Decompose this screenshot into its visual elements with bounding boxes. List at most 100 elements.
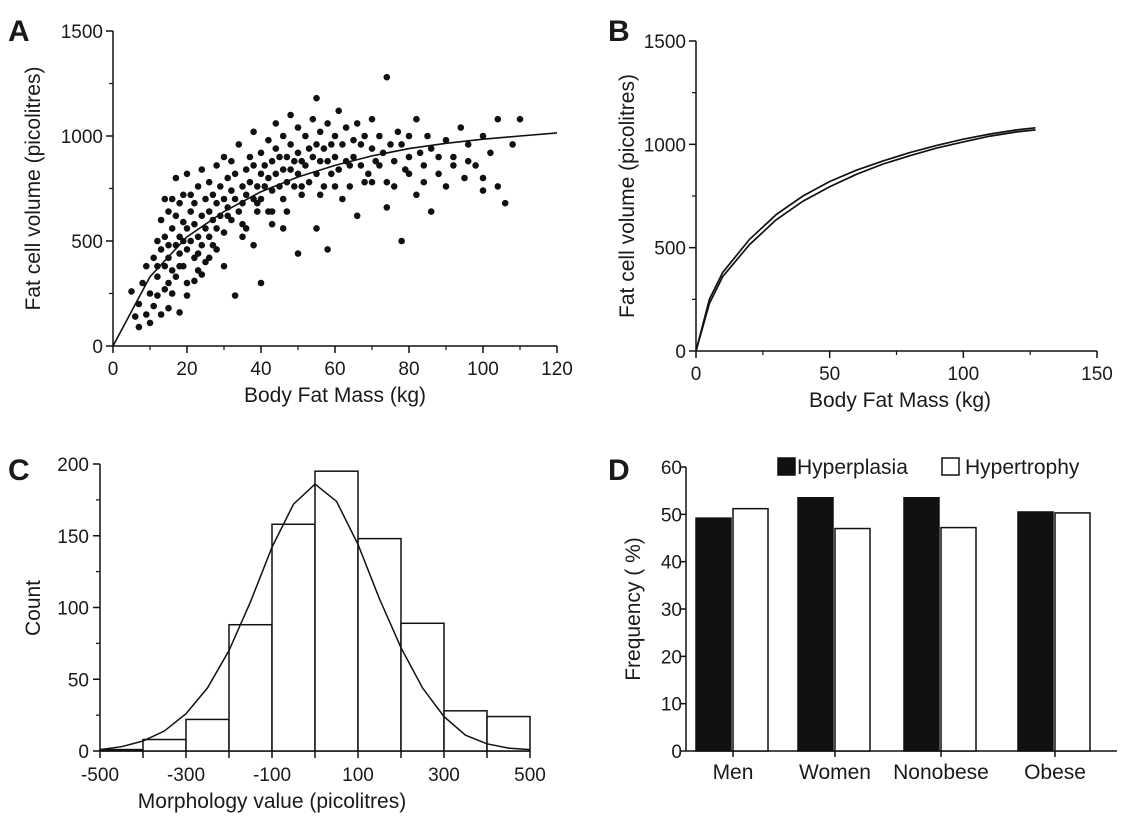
scatter-point [161, 195, 169, 203]
y-tick-label-a: 500 [71, 232, 103, 253]
histogram-bar [228, 623, 273, 752]
category-label-d: Women [799, 761, 871, 784]
scatter-point [242, 191, 250, 199]
scatter-point [191, 277, 198, 285]
series-line-b-1 [695, 126, 1036, 352]
scatter-point [265, 136, 272, 144]
y-axis-title-d: Frequency ( %) [622, 537, 645, 681]
scatter-point [331, 132, 339, 140]
scatter-point [242, 166, 250, 173]
scatter-point [457, 124, 465, 131]
scatter-point [324, 246, 331, 253]
y-tick-label-d: 50 [661, 505, 682, 526]
scatter-point [165, 241, 172, 249]
scatter-point [350, 136, 357, 144]
scatter-point [268, 220, 276, 228]
scatter-point [131, 313, 139, 320]
panel-letter-c: C [8, 454, 30, 487]
panel-d: D 0 10 20 30 40 50 60 Frequency ( %) Men Women Non… [608, 454, 1117, 784]
scatter-point [376, 132, 383, 140]
scatter-point [276, 153, 283, 161]
scatter-point [150, 254, 157, 262]
scatter-point [472, 162, 479, 169]
scatter-point [353, 120, 361, 127]
scatter-point [287, 111, 294, 119]
scatter-point [368, 115, 376, 123]
scatter-point [464, 141, 472, 148]
x-axis-title-c: Morphology value (picolitres) [138, 790, 406, 813]
scatter-point [198, 271, 206, 278]
y-tick-label-d: 60 [661, 458, 682, 479]
scatter-point [313, 94, 320, 102]
scatter-point [139, 279, 146, 287]
scatter-point [231, 170, 239, 178]
panel-a: A 0 20 40 60 80 100 120 0 500 1000 1500 Body Fat Ma… [8, 15, 573, 407]
scatter-point [235, 208, 243, 215]
scatter-point [365, 170, 372, 178]
scatter-point [313, 141, 320, 148]
scatter-point [157, 216, 165, 224]
scatter-point [172, 174, 180, 182]
y-tick-label-c: 200 [57, 455, 89, 476]
x-axis-title-b: Body Fat Mass (kg) [809, 389, 991, 412]
scatter-point [339, 195, 346, 203]
bar-hypertrophy-women [834, 527, 871, 752]
scatter-point [279, 195, 287, 203]
scatter-point [383, 73, 391, 81]
histogram-bar [142, 738, 187, 752]
y-axis-title-b: Fat cell volume (picolitres) [616, 74, 639, 318]
y-axis-title-a: Fat cell volume (picolitres) [22, 67, 45, 311]
scatter-point [154, 237, 161, 245]
y-tick-label-d: 30 [661, 600, 682, 621]
scatter-point [194, 233, 202, 241]
scatter-point [435, 170, 442, 178]
scatter-point [183, 225, 191, 232]
scatter-point [383, 204, 391, 211]
scatter-point [183, 279, 191, 287]
scatter-point [261, 162, 269, 169]
scatter-point [302, 162, 309, 169]
scatter-point [324, 120, 331, 127]
category-label-d: Men [713, 761, 754, 784]
scatter-point [268, 187, 276, 194]
histogram-bars-c [99, 470, 531, 752]
histogram-bar [185, 718, 230, 752]
scatter-point [283, 208, 291, 215]
scatter-point [413, 191, 420, 199]
scatter-point [416, 149, 424, 157]
scatter-point [316, 128, 324, 136]
bar-hypertrophy-obese [1054, 512, 1091, 752]
x-tick-label-c: -500 [81, 765, 119, 786]
bar-hyperplasia-nonobese [903, 497, 940, 752]
scatter-point [398, 141, 405, 148]
scatter-point [205, 233, 213, 241]
y-tick-label-b: 1500 [644, 32, 686, 53]
scatter-point [405, 153, 413, 161]
scatter-point [235, 141, 243, 148]
scatter-point [257, 170, 265, 178]
scatter-point [302, 132, 309, 140]
scatter-point [220, 195, 228, 203]
x-tick-label-c: -100 [253, 765, 291, 786]
bar-hyperplasia-men [695, 517, 732, 752]
scatter-point [268, 208, 276, 215]
scatter-point [224, 174, 231, 182]
scatter-point [420, 178, 428, 186]
scatter-point [398, 237, 405, 245]
panel-letter-b: B [608, 15, 630, 48]
scatter-point [205, 254, 213, 262]
scatter-point [294, 250, 302, 257]
scatter-point [135, 300, 143, 308]
scatter-point [135, 323, 143, 331]
y-tick-label-a: 1000 [61, 127, 103, 148]
grouped-bars-d [695, 497, 1091, 752]
axes-c: -500 -300 -100 100 300 500 0 50 100 150 200 Morphol… [22, 455, 546, 813]
scatter-point [487, 149, 494, 157]
scatter-point [376, 162, 383, 169]
scatter-point [239, 233, 246, 241]
scatter-point [257, 149, 265, 157]
scatter-point [313, 225, 320, 232]
scatter-point [294, 149, 302, 157]
scatter-point [287, 166, 294, 173]
scatter-point [257, 279, 265, 287]
